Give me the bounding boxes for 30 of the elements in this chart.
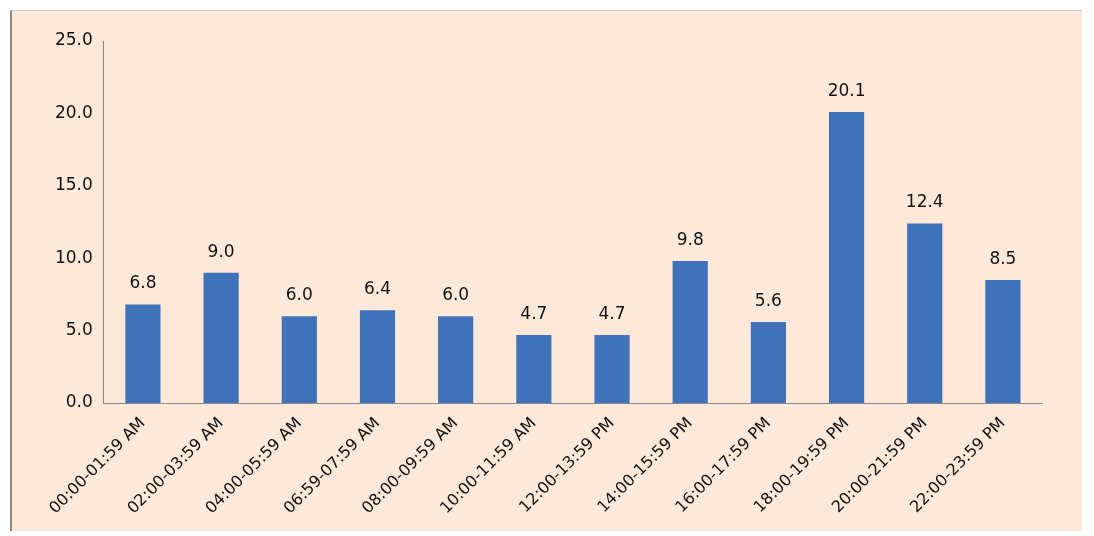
data-label: 12.4	[905, 191, 944, 212]
bar	[516, 334, 552, 404]
bar	[594, 334, 630, 404]
bar	[281, 316, 317, 404]
data-label: 20.1	[827, 79, 866, 100]
data-label: 4.7	[598, 302, 626, 323]
data-label: 9.8	[676, 229, 704, 250]
data-label: 9.0	[207, 240, 235, 261]
y-tick-label: 20.0	[54, 101, 93, 122]
bar	[828, 111, 865, 404]
bar	[359, 310, 396, 404]
bar	[907, 223, 943, 404]
y-tick-label: 15.0	[54, 174, 93, 195]
bar	[985, 279, 1021, 404]
bar	[125, 304, 161, 404]
data-label: 6.0	[285, 284, 313, 305]
data-label: 8.5	[989, 247, 1017, 268]
data-label: 5.6	[754, 289, 782, 310]
data-label: 6.0	[442, 284, 470, 305]
data-label: 4.7	[520, 302, 548, 323]
bar	[438, 316, 474, 404]
bar	[203, 272, 239, 404]
data-label: 6.4	[363, 278, 391, 299]
y-tick-label: 5.0	[65, 319, 93, 340]
y-tick-label: 25.0	[54, 29, 93, 50]
data-label: 6.8	[129, 272, 157, 293]
bar	[750, 321, 786, 404]
y-tick-label: 0.0	[65, 391, 93, 412]
y-tick-label: 10.0	[54, 246, 93, 267]
bar	[672, 261, 708, 404]
